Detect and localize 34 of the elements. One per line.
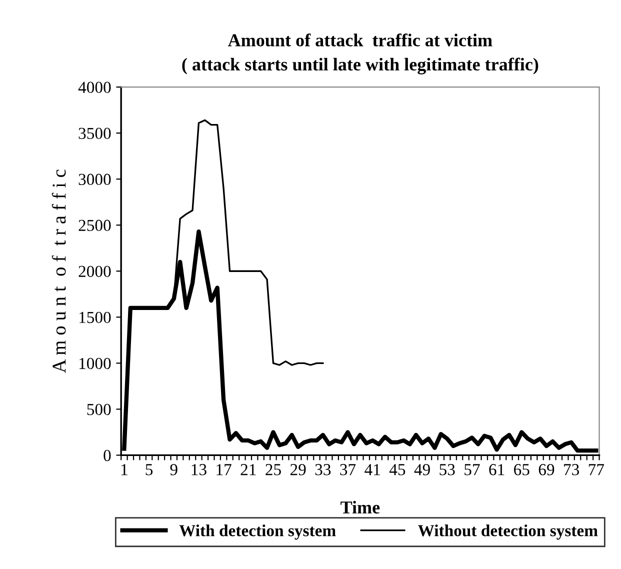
legend-label: Without detection system [418, 524, 598, 540]
x-tick-label: 41 [364, 464, 380, 476]
x-tick-label: 61 [489, 464, 504, 476]
x-tick-label: 25 [266, 464, 281, 476]
x-tick-label: 33 [315, 464, 331, 476]
x-tick-label: 5 [146, 464, 153, 476]
legend-label: With detection system [179, 524, 336, 540]
x-tick-label: 49 [414, 464, 430, 476]
y-tick-label: 0 [104, 450, 111, 462]
x-tick-label: 69 [538, 464, 554, 476]
x-axis-title: Time [340, 500, 380, 514]
x-tick-label: 37 [340, 464, 356, 476]
x-tick-label: 73 [564, 464, 579, 476]
y-axis-title: A m o u n t o f t r a f f i c [52, 170, 66, 373]
y-tick-label: 1000 [80, 358, 111, 370]
x-tick-label: 57 [464, 464, 480, 476]
y-tick-label: 500 [87, 404, 111, 416]
x-tick-label: 65 [514, 464, 530, 476]
y-tick-label: 1500 [80, 312, 111, 324]
x-tick-label: 1 [122, 464, 128, 476]
x-tick-label: 45 [389, 464, 406, 476]
y-tick-label: 2500 [78, 220, 111, 232]
x-tick-label: 17 [216, 464, 232, 476]
y-tick-label: 2000 [78, 266, 111, 278]
x-tick-label: 21 [240, 464, 256, 476]
y-tick-label: 3000 [78, 174, 111, 186]
x-tick-label: 9 [170, 464, 178, 476]
x-tick-label: 77 [588, 464, 604, 476]
y-tick-label: 4000 [78, 82, 111, 94]
x-tick-label: 53 [440, 464, 455, 476]
x-tick-label: 13 [192, 464, 206, 476]
x-tick-label: 29 [290, 464, 306, 476]
y-tick-label: 3500 [78, 128, 111, 140]
chart-title: Amount of attack traffic at victim ( attack starts until late with legitimate traffic) [182, 33, 538, 74]
